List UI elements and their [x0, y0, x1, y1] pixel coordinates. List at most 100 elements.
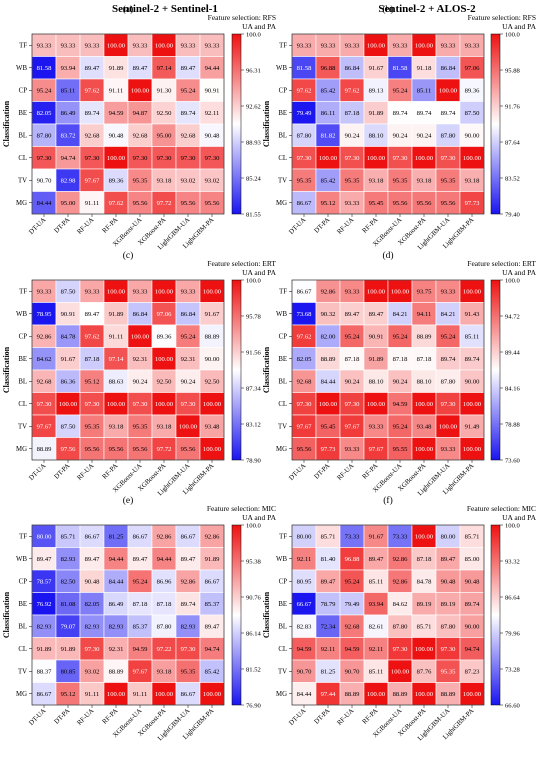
cell-value-label: 100.00 — [107, 155, 126, 162]
cell-value-label: 100.00 — [415, 534, 434, 541]
cell-value-label: 92.86 — [181, 579, 197, 586]
cell-value-label: 94.59 — [133, 646, 149, 653]
cell-value-label: 89.74 — [85, 110, 101, 117]
cell-value-label: 93.33 — [297, 43, 313, 50]
cell-value-label: 90.91 — [205, 88, 220, 95]
cell-value-label: 82.93 — [85, 624, 101, 631]
cell-value-label: 82.05 — [37, 110, 53, 117]
x-tick-label: RF-UA — [336, 707, 355, 726]
cell-value-label: 85.11 — [369, 579, 384, 586]
x-tick-label: DT-PA — [53, 216, 71, 234]
cell-value-label: 90.24 — [345, 379, 361, 386]
cell-value-label: 82.93 — [37, 624, 53, 631]
cell-value-label: 86.84 — [181, 311, 197, 318]
cell-value-label: 95.56 — [109, 446, 125, 453]
cell-value-label: 89.47 — [181, 65, 197, 72]
cell-value-label: 86.49 — [109, 601, 125, 608]
cell-value-label: 91.43 — [465, 311, 481, 318]
cell-value-label: 92.86 — [321, 289, 337, 296]
x-tick-label: DT-PA — [53, 707, 71, 725]
cell-value-label: 88.89 — [393, 691, 409, 698]
cell-value-label: 100.00 — [439, 88, 458, 95]
cell-value-label: 95.45 — [321, 424, 337, 431]
colorbar-tick-label: 78.88 — [505, 421, 521, 428]
y-tick-label: BL — [278, 624, 287, 631]
cell-value-label: 97.62 — [85, 88, 100, 95]
y-tick-label: WB — [276, 556, 287, 563]
cell-value-label: 100.00 — [203, 691, 222, 698]
cell-value-label: 97.30 — [157, 155, 173, 162]
colorbar-tick-label: 96.31 — [246, 67, 261, 74]
cell-value-label: 93.33 — [133, 289, 149, 296]
cell-value-label: 78.57 — [37, 579, 53, 586]
colorbar-tick-label: 91.56 — [246, 349, 262, 356]
cell-value-label: 81.25 — [321, 669, 337, 676]
y-tick-label: BE — [278, 110, 287, 117]
y-tick-label: CL — [18, 401, 27, 408]
panel-letter: (a) — [123, 4, 134, 15]
cell-value-label: 89.47 — [85, 556, 101, 563]
cell-value-label: 87.18 — [393, 356, 409, 363]
right-column-header: Sentinel-2 + ALOS-2 — [378, 3, 476, 15]
cell-value-label: 88.37 — [37, 669, 53, 676]
cell-value-label: 87.80 — [297, 133, 313, 140]
y-tick-label: CP — [19, 88, 28, 95]
cell-value-label: 97.30 — [345, 155, 361, 162]
y-tick-label: CL — [18, 646, 27, 653]
cell-value-label: 93.02 — [181, 178, 196, 185]
cell-value-label: 88.89 — [109, 669, 125, 676]
x-tick-label: DT-PA — [53, 462, 71, 480]
cell-value-label: 89.47 — [85, 65, 101, 72]
cell-value-label: 97.30 — [85, 646, 101, 653]
cell-value-label: 85.37 — [205, 601, 221, 608]
cell-value-label: 89.74 — [441, 110, 457, 117]
colorbar-tick-label: 73.60 — [505, 457, 521, 464]
x-tick-label: RF-UA — [76, 216, 95, 235]
y-tick-label: WB — [276, 65, 287, 72]
cell-value-label: 93.33 — [369, 424, 385, 431]
cell-value-label: 97.14 — [109, 356, 125, 363]
colorbar-tick-label: 89.44 — [505, 349, 521, 356]
cell-value-label: 87.18 — [157, 601, 173, 608]
y-axis-label: Classification — [262, 100, 271, 147]
cell-value-label: 100.00 — [415, 155, 434, 162]
cell-value-label: 89.19 — [417, 601, 433, 608]
cell-value-label: 91.67 — [205, 311, 221, 318]
cell-value-label: 95.12 — [61, 691, 76, 698]
cell-value-label: 91.89 — [61, 646, 77, 653]
cell-value-label: 95.35 — [133, 424, 149, 431]
cell-value-label: 86.49 — [61, 110, 77, 117]
cell-value-label: 97.30 — [345, 401, 361, 408]
cell-value-label: 97.30 — [181, 401, 197, 408]
cell-value-label: 90.70 — [345, 669, 361, 676]
cell-value-label: 97.62 — [85, 334, 100, 341]
cell-value-label: 97.62 — [345, 88, 360, 95]
cell-value-label: 97.30 — [441, 155, 457, 162]
colorbar-tick-label: 87.64 — [505, 139, 521, 146]
plot-frame — [31, 279, 225, 461]
cell-value-label: 85.11 — [369, 669, 384, 676]
cell-value-label: 78.79 — [321, 601, 337, 608]
cell-value-label: 100.00 — [439, 424, 458, 431]
cell-value-label: 95.24 — [345, 579, 361, 586]
cell-value-label: 89.47 — [37, 556, 53, 563]
cell-value-label: 92.68 — [133, 133, 149, 140]
x-tick-label: RF-PA — [361, 707, 379, 725]
cell-value-label: 90.91 — [61, 311, 76, 318]
cell-value-label: 95.56 — [133, 446, 149, 453]
cell-value-label: 82.50 — [61, 579, 77, 586]
cell-value-label: 94.44 — [205, 65, 221, 72]
cell-value-label: 100.00 — [155, 356, 174, 363]
cell-value-label: 90.48 — [85, 579, 101, 586]
cell-value-label: 89.47 — [345, 311, 361, 318]
cell-value-label: 100.00 — [367, 691, 386, 698]
cell-value-label: 100.00 — [367, 43, 386, 50]
cell-value-label: 93.33 — [345, 289, 361, 296]
cell-value-label: 93.33 — [345, 446, 361, 453]
cell-value-label: 94.59 — [109, 110, 125, 117]
y-tick-label: TV — [18, 178, 27, 185]
cell-value-label: 92.31 — [109, 646, 124, 653]
